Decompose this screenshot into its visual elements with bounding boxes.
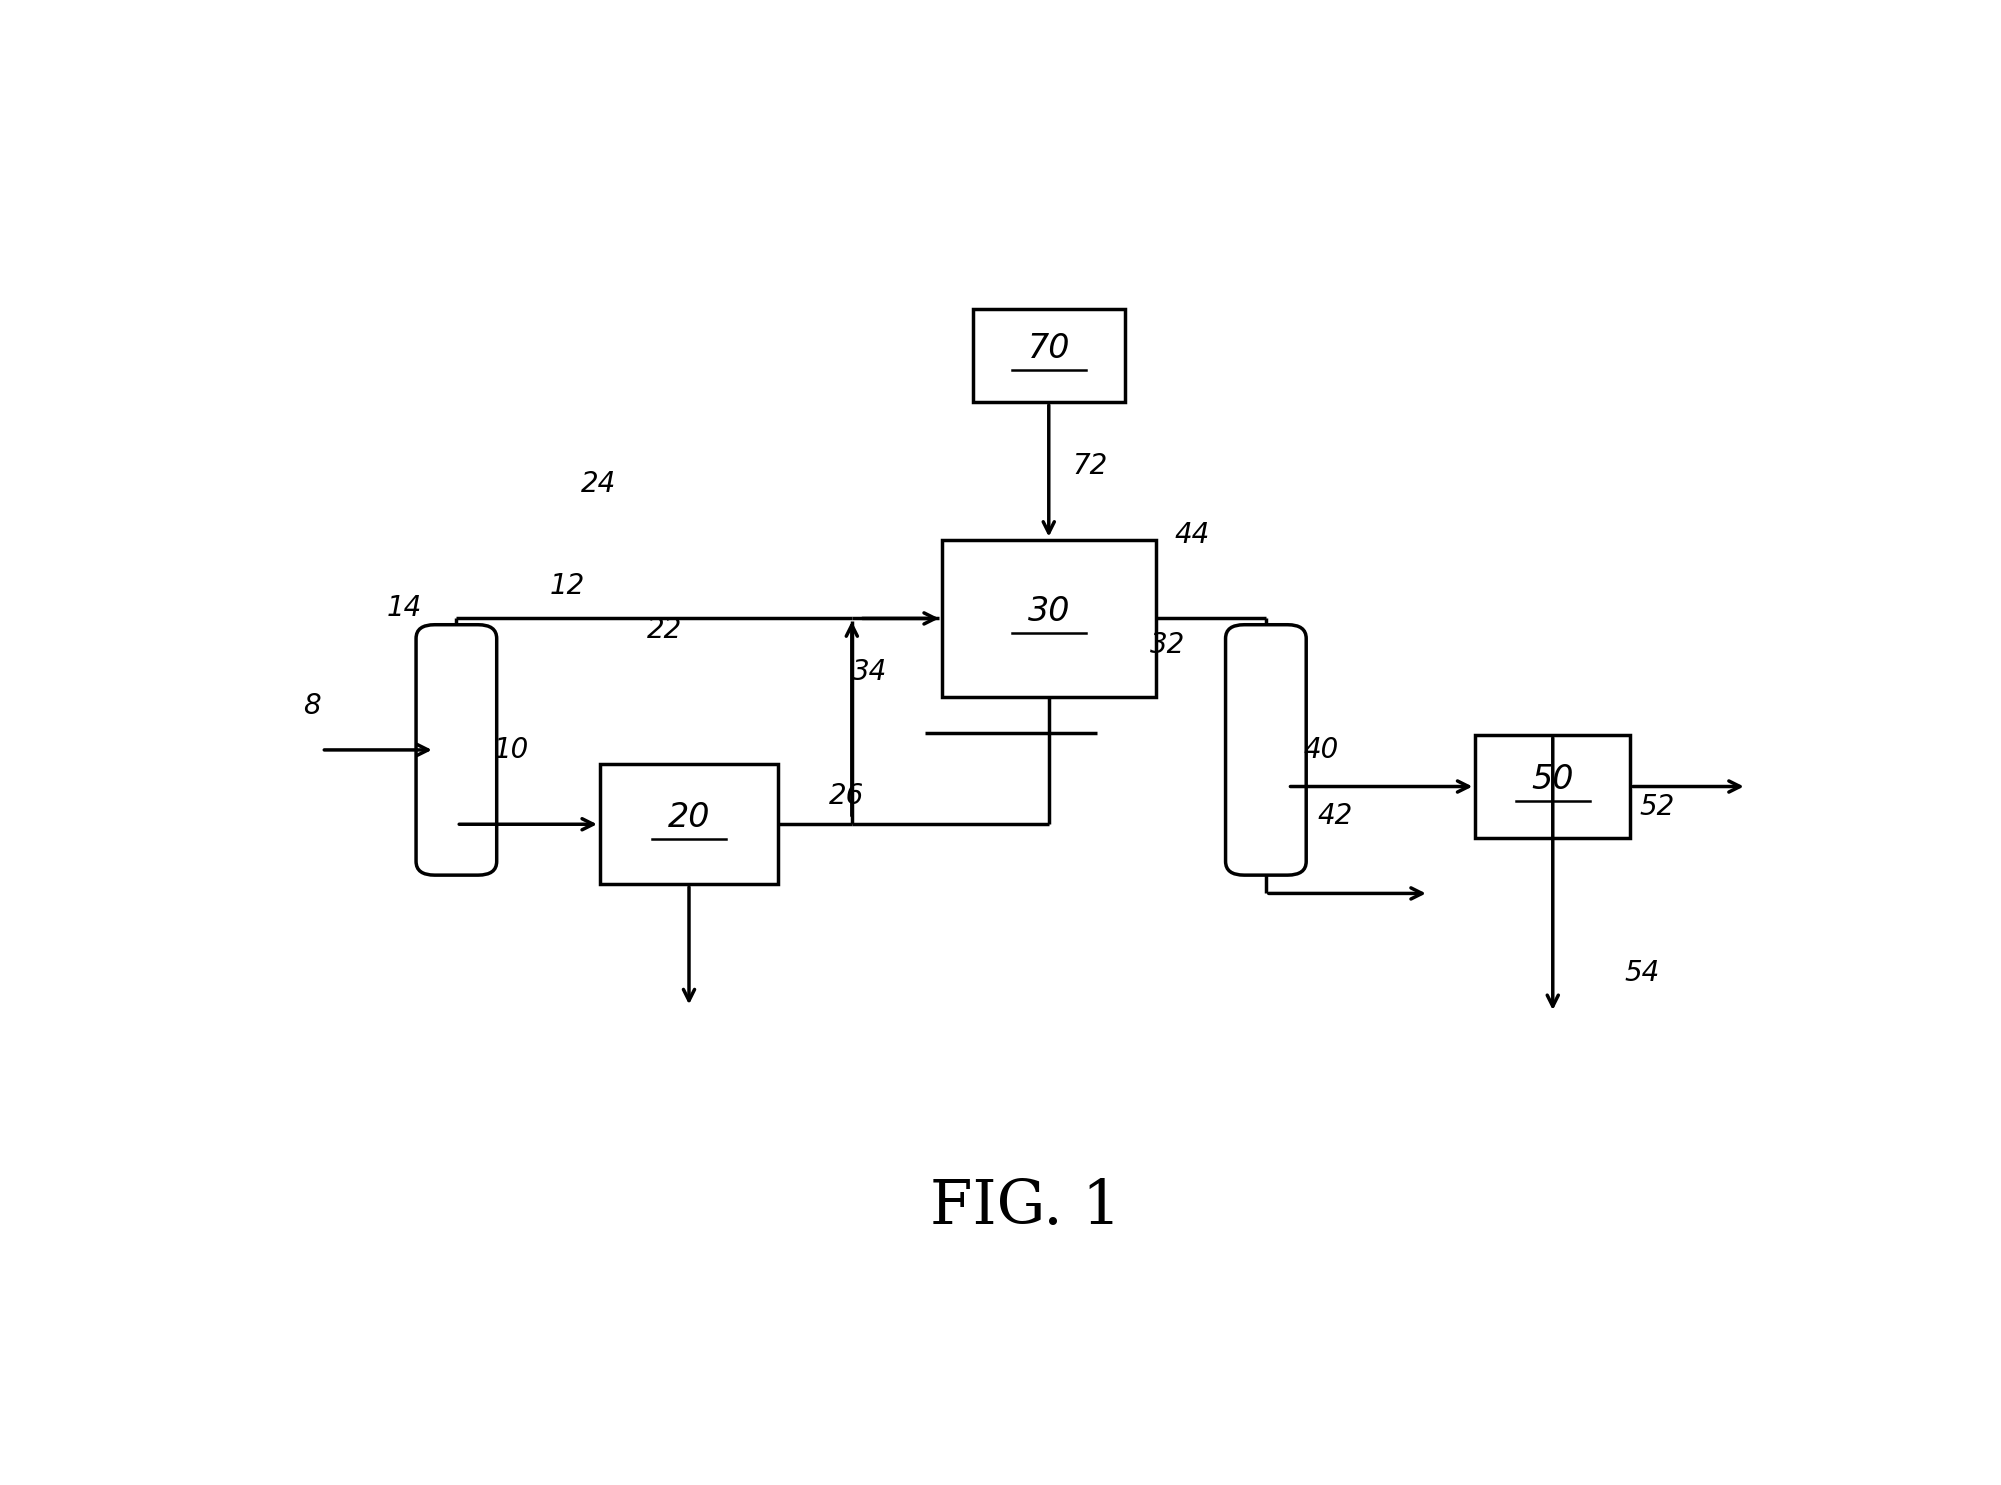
Text: 10: 10 — [494, 737, 528, 763]
Text: 44: 44 — [1175, 521, 1211, 549]
FancyBboxPatch shape — [416, 625, 496, 875]
Text: 54: 54 — [1625, 959, 1659, 988]
Text: 8: 8 — [302, 692, 320, 720]
Text: 20: 20 — [668, 800, 710, 835]
Text: 72: 72 — [1073, 453, 1107, 480]
Text: 32: 32 — [1151, 631, 1185, 659]
Text: 52: 52 — [1639, 793, 1675, 821]
Text: 24: 24 — [580, 469, 616, 497]
Text: 34: 34 — [852, 658, 886, 686]
Text: 30: 30 — [1029, 595, 1071, 628]
Bar — [972, 309, 1125, 402]
Text: 40: 40 — [1303, 737, 1339, 763]
Text: 42: 42 — [1317, 802, 1353, 830]
Text: 70: 70 — [1029, 333, 1071, 365]
Text: 14: 14 — [386, 594, 422, 622]
Bar — [942, 539, 1157, 698]
FancyBboxPatch shape — [1225, 625, 1307, 875]
Text: 12: 12 — [550, 572, 584, 600]
Text: 26: 26 — [828, 781, 864, 809]
Bar — [600, 765, 778, 884]
Bar — [1475, 735, 1631, 838]
Text: 22: 22 — [646, 616, 682, 644]
Text: 50: 50 — [1531, 763, 1575, 796]
Text: FIG. 1: FIG. 1 — [930, 1178, 1121, 1237]
